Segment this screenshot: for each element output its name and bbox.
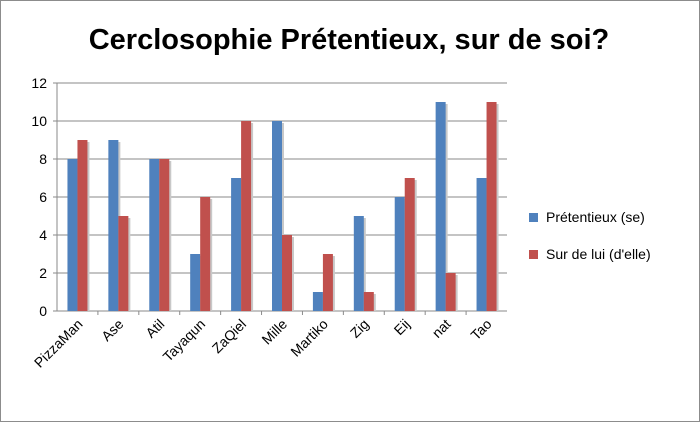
legend-swatch xyxy=(529,213,538,222)
x-tick-label: Martiko xyxy=(287,316,331,360)
bar-sur-de-lui xyxy=(363,292,374,311)
bar-sur-de-lui xyxy=(241,121,252,311)
bar-sur-de-lui xyxy=(404,178,415,311)
bar-pretentieux xyxy=(353,216,364,311)
bar-sur-de-lui xyxy=(159,159,170,311)
y-tick-labels: 0 2 4 6 8 10 12 xyxy=(31,75,47,319)
y-tick-label: 0 xyxy=(39,303,47,319)
y-tick-label: 10 xyxy=(31,113,47,129)
bar-sur-de-lui xyxy=(322,254,333,311)
x-tick-label: Mille xyxy=(258,316,290,348)
chart-title: Cerclosophie Prétentieux, sur de soi? xyxy=(89,24,610,56)
x-tick-label: Zig xyxy=(347,316,372,341)
bar-pretentieux xyxy=(231,178,242,311)
bar-pretentieux xyxy=(108,140,119,311)
y-tick-label: 6 xyxy=(39,189,47,205)
x-tick-label: nat xyxy=(429,316,454,341)
bar-pretentieux xyxy=(149,159,160,311)
bar-pretentieux xyxy=(435,102,446,311)
bar-pretentieux xyxy=(312,292,323,311)
bars xyxy=(67,102,499,311)
x-tick-label: Eij xyxy=(391,316,413,338)
y-tick-label: 8 xyxy=(39,151,47,167)
legend: Prétentieux (se) Sur de lui (d'elle) xyxy=(529,209,651,262)
bar-pretentieux xyxy=(476,178,487,311)
legend-swatch xyxy=(529,250,538,259)
bar-sur-de-lui xyxy=(77,140,88,311)
y-tick-label: 4 xyxy=(39,227,47,243)
bar-sur-de-lui xyxy=(200,197,211,311)
bar-sur-de-lui xyxy=(445,273,456,311)
x-tick-label: Ase xyxy=(98,316,127,345)
x-tick-label: Tao xyxy=(467,316,494,343)
x-tick-label: Atil xyxy=(142,316,167,341)
bar-pretentieux xyxy=(272,121,282,311)
y-tick-label: 12 xyxy=(31,75,47,91)
x-tick-label: Tayaqun xyxy=(160,316,209,365)
bar-pretentieux xyxy=(190,254,201,311)
bar-sur-de-lui xyxy=(118,216,129,311)
bar-pretentieux xyxy=(67,159,78,311)
bar-pretentieux xyxy=(394,197,405,311)
x-tick-label: ZaQiel xyxy=(209,316,249,356)
bar-sur-de-lui xyxy=(282,235,292,311)
bar-sur-de-lui xyxy=(486,102,497,311)
legend-label: Prétentieux (se) xyxy=(546,209,645,225)
x-tick-label: PizzaMan xyxy=(31,316,86,371)
legend-label: Sur de lui (d'elle) xyxy=(546,246,651,262)
y-tick-label: 2 xyxy=(39,265,47,281)
